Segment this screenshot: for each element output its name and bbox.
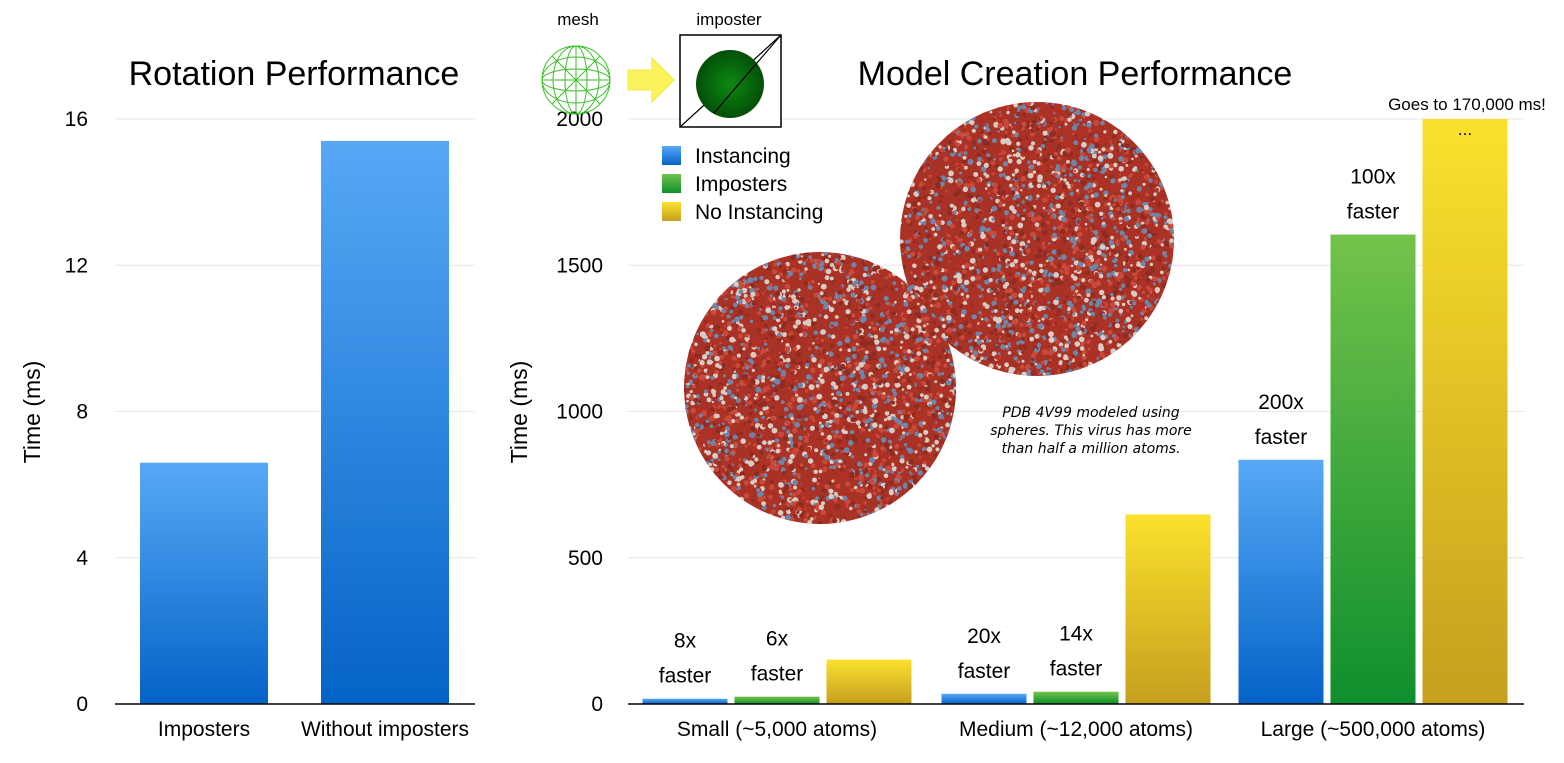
overflow-ellipsis: ...: [1458, 120, 1472, 139]
rotation-y-axis-label: Time (ms): [19, 361, 45, 464]
model-creation-y-ticks: 0 500 1000 1500 2000: [556, 108, 603, 716]
mesh-label: mesh: [557, 10, 599, 29]
model-creation-bar-instancing: [642, 698, 728, 704]
model-creation-bar-no-instancing: [826, 659, 912, 704]
arrow-right-icon: [627, 56, 675, 104]
model-creation-category-label: Medium (~12,000 atoms): [959, 718, 1193, 741]
model-creation-y-tick-label: 2000: [556, 108, 603, 131]
rotation-y-tick-label: 16: [65, 108, 88, 131]
rotation-category-labels: Imposters Without imposters: [158, 718, 469, 741]
speedup-faster-label: faster: [1255, 426, 1308, 449]
model-creation-bars: [642, 119, 1508, 704]
mesh-to-imposter-diagram: mesh imposter: [541, 10, 782, 128]
speedup-factor-label: 6x: [766, 628, 789, 651]
model-creation-y-tick-label: 1500: [556, 254, 603, 277]
rotation-category-label: Imposters: [158, 718, 250, 741]
speedup-faster-label: faster: [1347, 201, 1400, 224]
model-creation-bar-no-instancing: [1422, 119, 1508, 704]
model-creation-legend: Instancing Imposters No Instancing: [662, 145, 823, 224]
speedup-factor-label: 20x: [967, 625, 1001, 648]
legend-swatch-no-instancing: [662, 202, 681, 221]
caption-line-2: spheres. This virus has more: [990, 423, 1192, 439]
rotation-chart: Rotation Performance Time (ms) 0 4 8 12 16 I…: [19, 55, 475, 741]
virus-caption: PDB 4V99 modeled using spheres. This vir…: [990, 405, 1192, 457]
model-creation-bar-imposters: [1033, 691, 1119, 704]
caption-line-1: PDB 4V99 modeled using: [1002, 405, 1179, 421]
speedup-factor-label: 200x: [1258, 391, 1304, 414]
model-creation-category-label: Large (~500,000 atoms): [1261, 718, 1486, 741]
model-creation-y-tick-label: 0: [591, 693, 603, 716]
legend-label: Instancing: [695, 145, 791, 168]
wireframe-sphere-icon: [541, 45, 611, 115]
model-creation-chart: Model Creation Performance Time (ms) 0 50…: [506, 55, 1546, 741]
rotation-category-label: Without imposters: [301, 718, 469, 741]
rotation-chart-title: Rotation Performance: [129, 55, 460, 93]
model-creation-bar-instancing: [941, 693, 1027, 704]
speedup-annotations: 8x faster 6x faster 20x faster 14x faster 200x fa…: [659, 120, 1472, 688]
rotation-bar-without-imposters: [321, 140, 449, 704]
rotation-y-tick-label: 4: [76, 547, 88, 570]
speedup-faster-label: faster: [1050, 658, 1103, 681]
model-creation-y-tick-label: 1000: [556, 401, 603, 424]
rotation-bars: [140, 140, 449, 704]
speedup-faster-label: faster: [659, 665, 712, 688]
rotation-y-tick-label: 8: [76, 401, 88, 424]
caption-line-3: than half a million atoms.: [1001, 441, 1180, 457]
model-creation-bar-imposters: [1330, 234, 1416, 704]
model-creation-y-axis-label: Time (ms): [506, 361, 532, 464]
speedup-factor-label: 8x: [674, 630, 697, 653]
shaded-disc-icon: [679, 34, 782, 128]
speedup-factor-label: 100x: [1350, 166, 1396, 189]
model-creation-category-labels: Small (~5,000 atoms) Medium (~12,000 atom…: [677, 718, 1485, 741]
virus-sphere-render-icon: [684, 102, 1174, 524]
speedup-faster-label: faster: [751, 663, 804, 686]
model-creation-bar-no-instancing: [1125, 514, 1211, 704]
model-creation-category-label: Small (~5,000 atoms): [677, 718, 877, 741]
rotation-bar-imposters: [140, 462, 268, 704]
overflow-note: Goes to 170,000 ms!: [1388, 95, 1546, 114]
speedup-factor-label: 14x: [1059, 623, 1093, 646]
speedup-faster-label: faster: [958, 660, 1011, 683]
legend-swatch-instancing: [662, 146, 681, 165]
imposter-label: imposter: [696, 10, 762, 29]
legend-label: No Instancing: [695, 201, 823, 224]
rotation-y-tick-label: 0: [76, 693, 88, 716]
model-creation-y-tick-label: 500: [568, 547, 603, 570]
legend-swatch-imposters: [662, 174, 681, 193]
legend-label: Imposters: [695, 173, 787, 196]
model-creation-chart-title: Model Creation Performance: [858, 55, 1293, 93]
model-creation-bar-instancing: [1238, 459, 1324, 704]
rotation-y-tick-label: 12: [65, 254, 88, 277]
rotation-y-ticks: 0 4 8 12 16: [65, 108, 89, 716]
model-creation-bar-imposters: [734, 696, 820, 704]
